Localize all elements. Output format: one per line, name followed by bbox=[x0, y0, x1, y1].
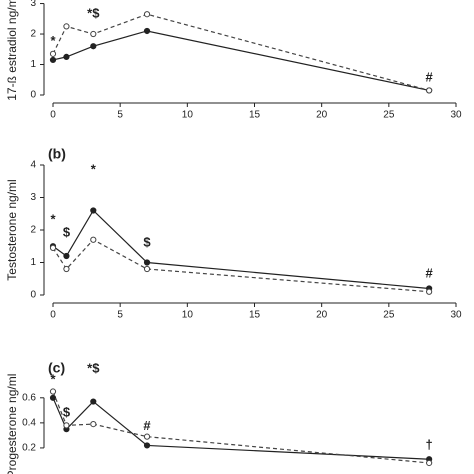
data-point bbox=[90, 207, 97, 214]
y-tick-label: 2 bbox=[30, 29, 36, 40]
data-point bbox=[49, 244, 57, 251]
x-tick-label: 30 bbox=[450, 110, 462, 121]
y-tick-label: 2 bbox=[30, 225, 36, 236]
series-line bbox=[52, 391, 430, 464]
y-axis-label: Testosterone ng/ml bbox=[5, 179, 19, 280]
annotation: $ bbox=[63, 225, 71, 240]
annotation: # bbox=[426, 265, 434, 280]
data-point bbox=[63, 23, 70, 30]
data-point bbox=[90, 30, 97, 38]
y-tick-label: 0.6 bbox=[22, 392, 36, 403]
y-tick-label: 0.2 bbox=[22, 443, 36, 454]
annotation: † bbox=[426, 437, 433, 452]
data-point bbox=[143, 259, 151, 266]
data-point bbox=[90, 398, 97, 405]
annotation: $ bbox=[63, 404, 71, 419]
data-point bbox=[90, 421, 97, 428]
data-point bbox=[49, 50, 57, 57]
y-tick-label: 3 bbox=[30, 0, 36, 9]
x-tick-label: 25 bbox=[383, 310, 395, 321]
data-point bbox=[143, 442, 151, 449]
x-tick-label: 10 bbox=[182, 310, 194, 321]
data-point bbox=[143, 27, 151, 35]
data-point bbox=[49, 56, 57, 64]
annotation: # bbox=[426, 70, 434, 85]
data-point bbox=[143, 433, 151, 440]
data-point bbox=[63, 252, 70, 260]
x-tick-label: 5 bbox=[117, 310, 123, 321]
annotation: * bbox=[91, 161, 97, 176]
x-tick-label: 30 bbox=[450, 310, 462, 321]
data-point bbox=[49, 388, 57, 395]
y-tick-label: 3 bbox=[30, 192, 36, 203]
annotation: * bbox=[50, 372, 56, 387]
data-point bbox=[143, 11, 151, 18]
data-point bbox=[426, 288, 433, 295]
x-tick-label: 15 bbox=[249, 310, 261, 321]
y-tick-label: 0 bbox=[30, 290, 36, 301]
annotation: * bbox=[50, 212, 56, 227]
y-tick-label: 4 bbox=[30, 160, 36, 171]
x-tick-label: 10 bbox=[182, 110, 194, 121]
data-point bbox=[90, 43, 97, 50]
data-point bbox=[63, 265, 70, 273]
data-point bbox=[63, 53, 70, 60]
annotation: *$ bbox=[87, 6, 100, 21]
data-point bbox=[63, 422, 70, 429]
x-tick-label: 20 bbox=[316, 110, 328, 121]
data-point bbox=[90, 236, 97, 243]
x-tick-label: 15 bbox=[249, 110, 261, 121]
x-tick-label: 25 bbox=[383, 110, 395, 121]
y-tick-label: 1 bbox=[30, 59, 36, 70]
y-tick-label: 0 bbox=[30, 90, 36, 101]
x-tick-label: 20 bbox=[316, 310, 328, 321]
annotation: * bbox=[50, 33, 56, 48]
data-point bbox=[426, 459, 433, 467]
annotation: *$ bbox=[87, 360, 100, 375]
annotation: $ bbox=[143, 234, 151, 249]
data-point bbox=[49, 394, 57, 401]
y-tick-label: 1 bbox=[30, 257, 36, 268]
x-tick-label: 0 bbox=[50, 310, 56, 321]
data-point bbox=[426, 87, 433, 94]
x-tick-label: 5 bbox=[117, 110, 123, 121]
panel-title: (c) bbox=[48, 360, 65, 376]
panel-title: (b) bbox=[48, 146, 66, 162]
y-tick-label: 0.4 bbox=[22, 418, 36, 429]
data-point bbox=[143, 265, 151, 273]
y-axis-label: 17-ß estradiol ng/ml bbox=[5, 0, 19, 101]
x-tick-label: 0 bbox=[50, 110, 56, 121]
series-line bbox=[52, 238, 430, 293]
y-axis-label: Progesterone ng/ml bbox=[5, 374, 19, 474]
series-line bbox=[52, 397, 430, 460]
annotation: # bbox=[143, 418, 151, 433]
